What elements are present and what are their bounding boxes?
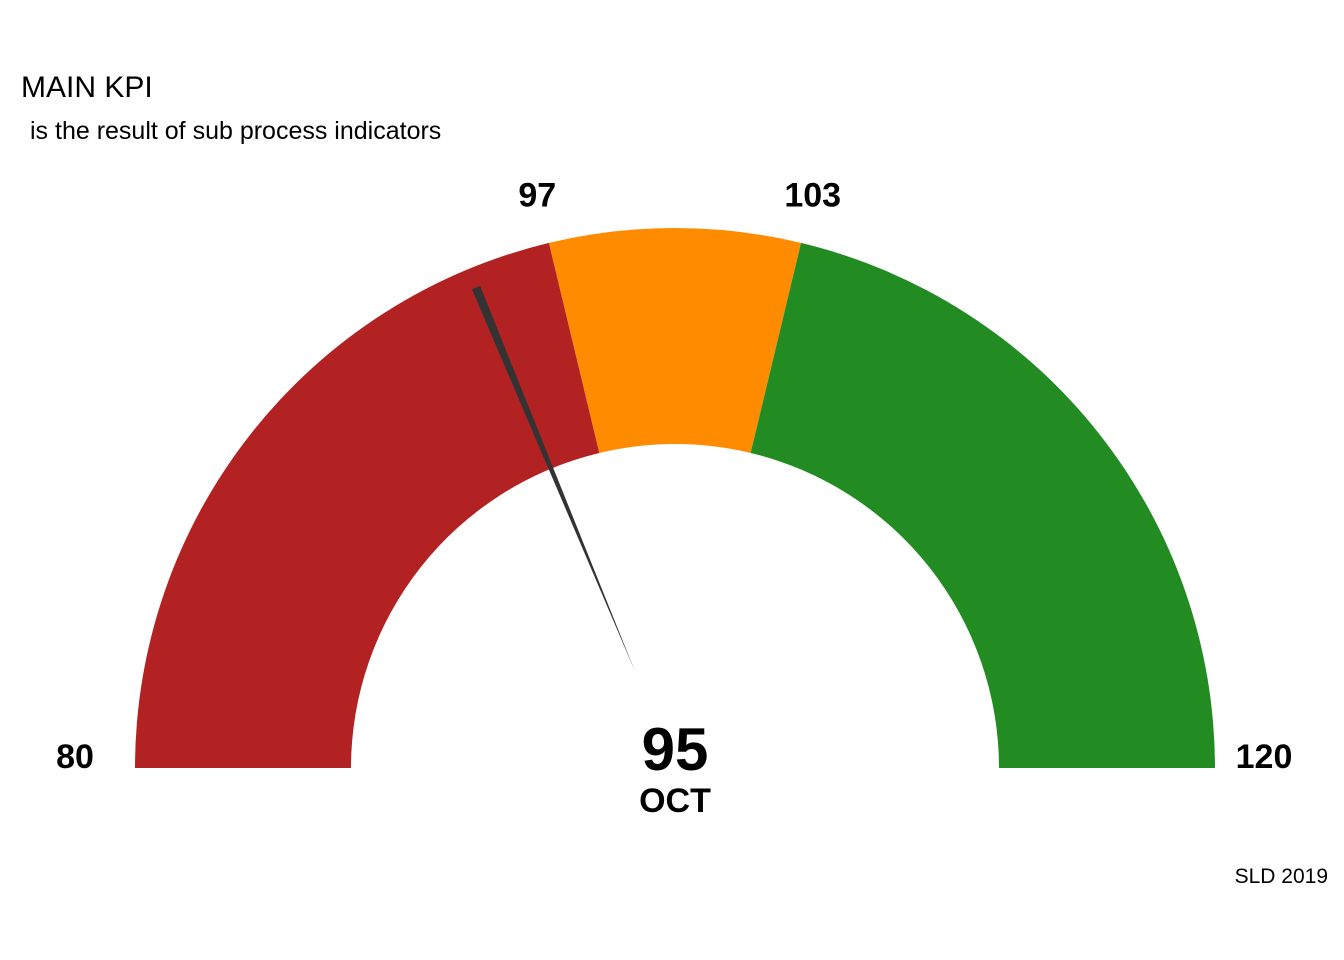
tick-label-band2: 103	[784, 176, 841, 214]
gauge-value-label: 95	[642, 716, 709, 783]
gauge-needle	[471, 285, 635, 671]
chart-subtitle: is the result of sub process indicators	[30, 117, 441, 145]
gauge-band-1	[135, 242, 600, 769]
gauge-needle-group	[471, 285, 635, 671]
gauge-bands	[135, 228, 1215, 769]
tick-label-min: 80	[56, 738, 94, 776]
tick-label-max: 120	[1236, 738, 1293, 776]
chart-caption: SLD 2019	[1235, 865, 1328, 888]
tick-label-band1: 97	[518, 176, 556, 214]
gauge-period-label: OCT	[639, 782, 711, 820]
gauge-band-2	[548, 228, 802, 453]
gauge-band-3	[750, 242, 1215, 769]
chart-title: MAIN KPI	[21, 71, 153, 104]
